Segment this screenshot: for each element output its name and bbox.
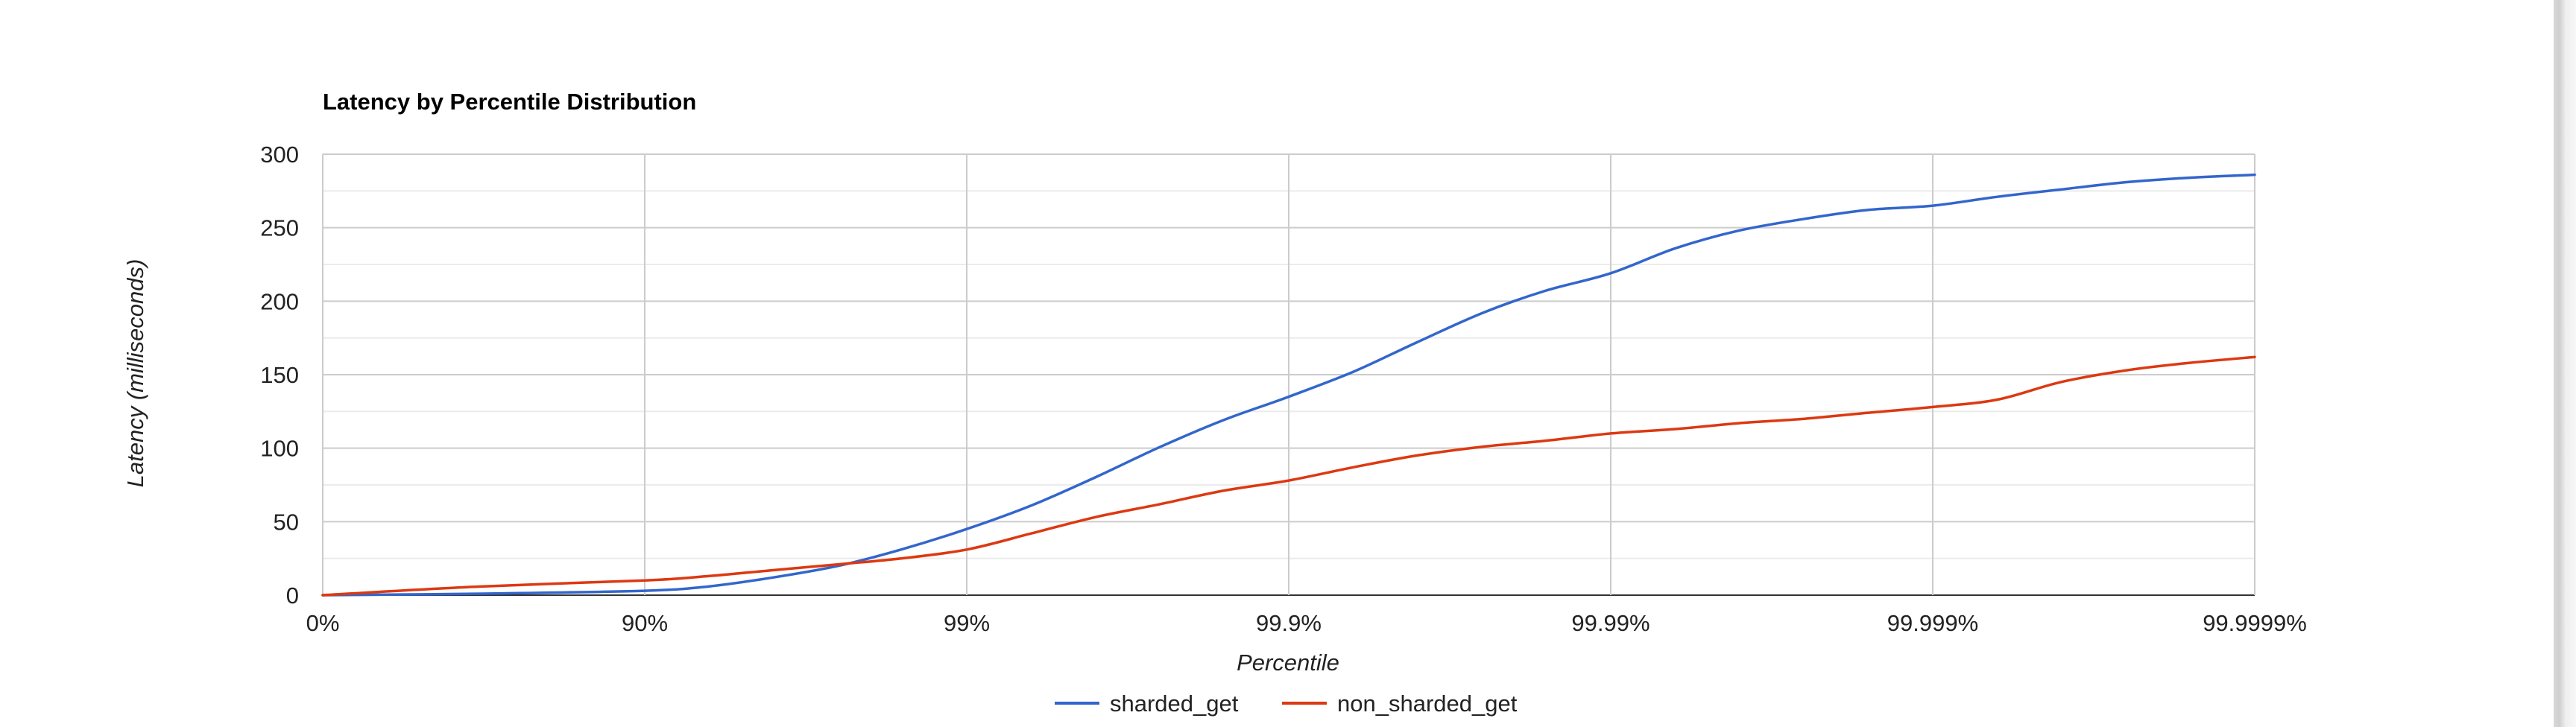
legend: sharded_get non_sharded_get (1055, 691, 1518, 717)
y-tick-label: 0 (286, 582, 299, 609)
series-lines[interactable] (321, 173, 2256, 597)
series-line-sharded-get[interactable] (321, 173, 2256, 597)
y-tick-label: 100 (260, 436, 299, 462)
x-tick-label: 99.99% (1571, 610, 1650, 636)
series-line-non-sharded-get[interactable] (321, 355, 2256, 597)
window-edge (2554, 0, 2576, 727)
y-tick-label: 200 (260, 288, 299, 314)
chart-title: Latency by Percentile Distribution (323, 89, 696, 115)
y-tick-label: 150 (260, 362, 299, 388)
legend-label: non_sharded_get (1337, 691, 1518, 717)
x-tick-label: 99.9% (1256, 610, 1322, 636)
tick-labels: 0 50 100 150 200 250 300 0% 90% 99% 99.9% 99.99% 99.… (260, 142, 2307, 636)
x-tick-label: 99.9999% (2203, 610, 2307, 636)
y-tick-label: 50 (274, 509, 299, 535)
x-tick-label: 99.999% (1887, 610, 1978, 636)
legend-label: sharded_get (1110, 691, 1239, 717)
y-tick-label: 250 (260, 215, 299, 241)
grid-lines (322, 153, 2255, 596)
y-tick-label: 300 (260, 142, 299, 168)
x-axis-title: Percentile (1237, 650, 1339, 676)
x-tick-label: 0% (306, 610, 340, 636)
x-tick-label: 90% (622, 610, 668, 636)
y-axis-title: Latency (milliseconds) (122, 259, 148, 488)
x-tick-label: 99% (944, 610, 990, 636)
